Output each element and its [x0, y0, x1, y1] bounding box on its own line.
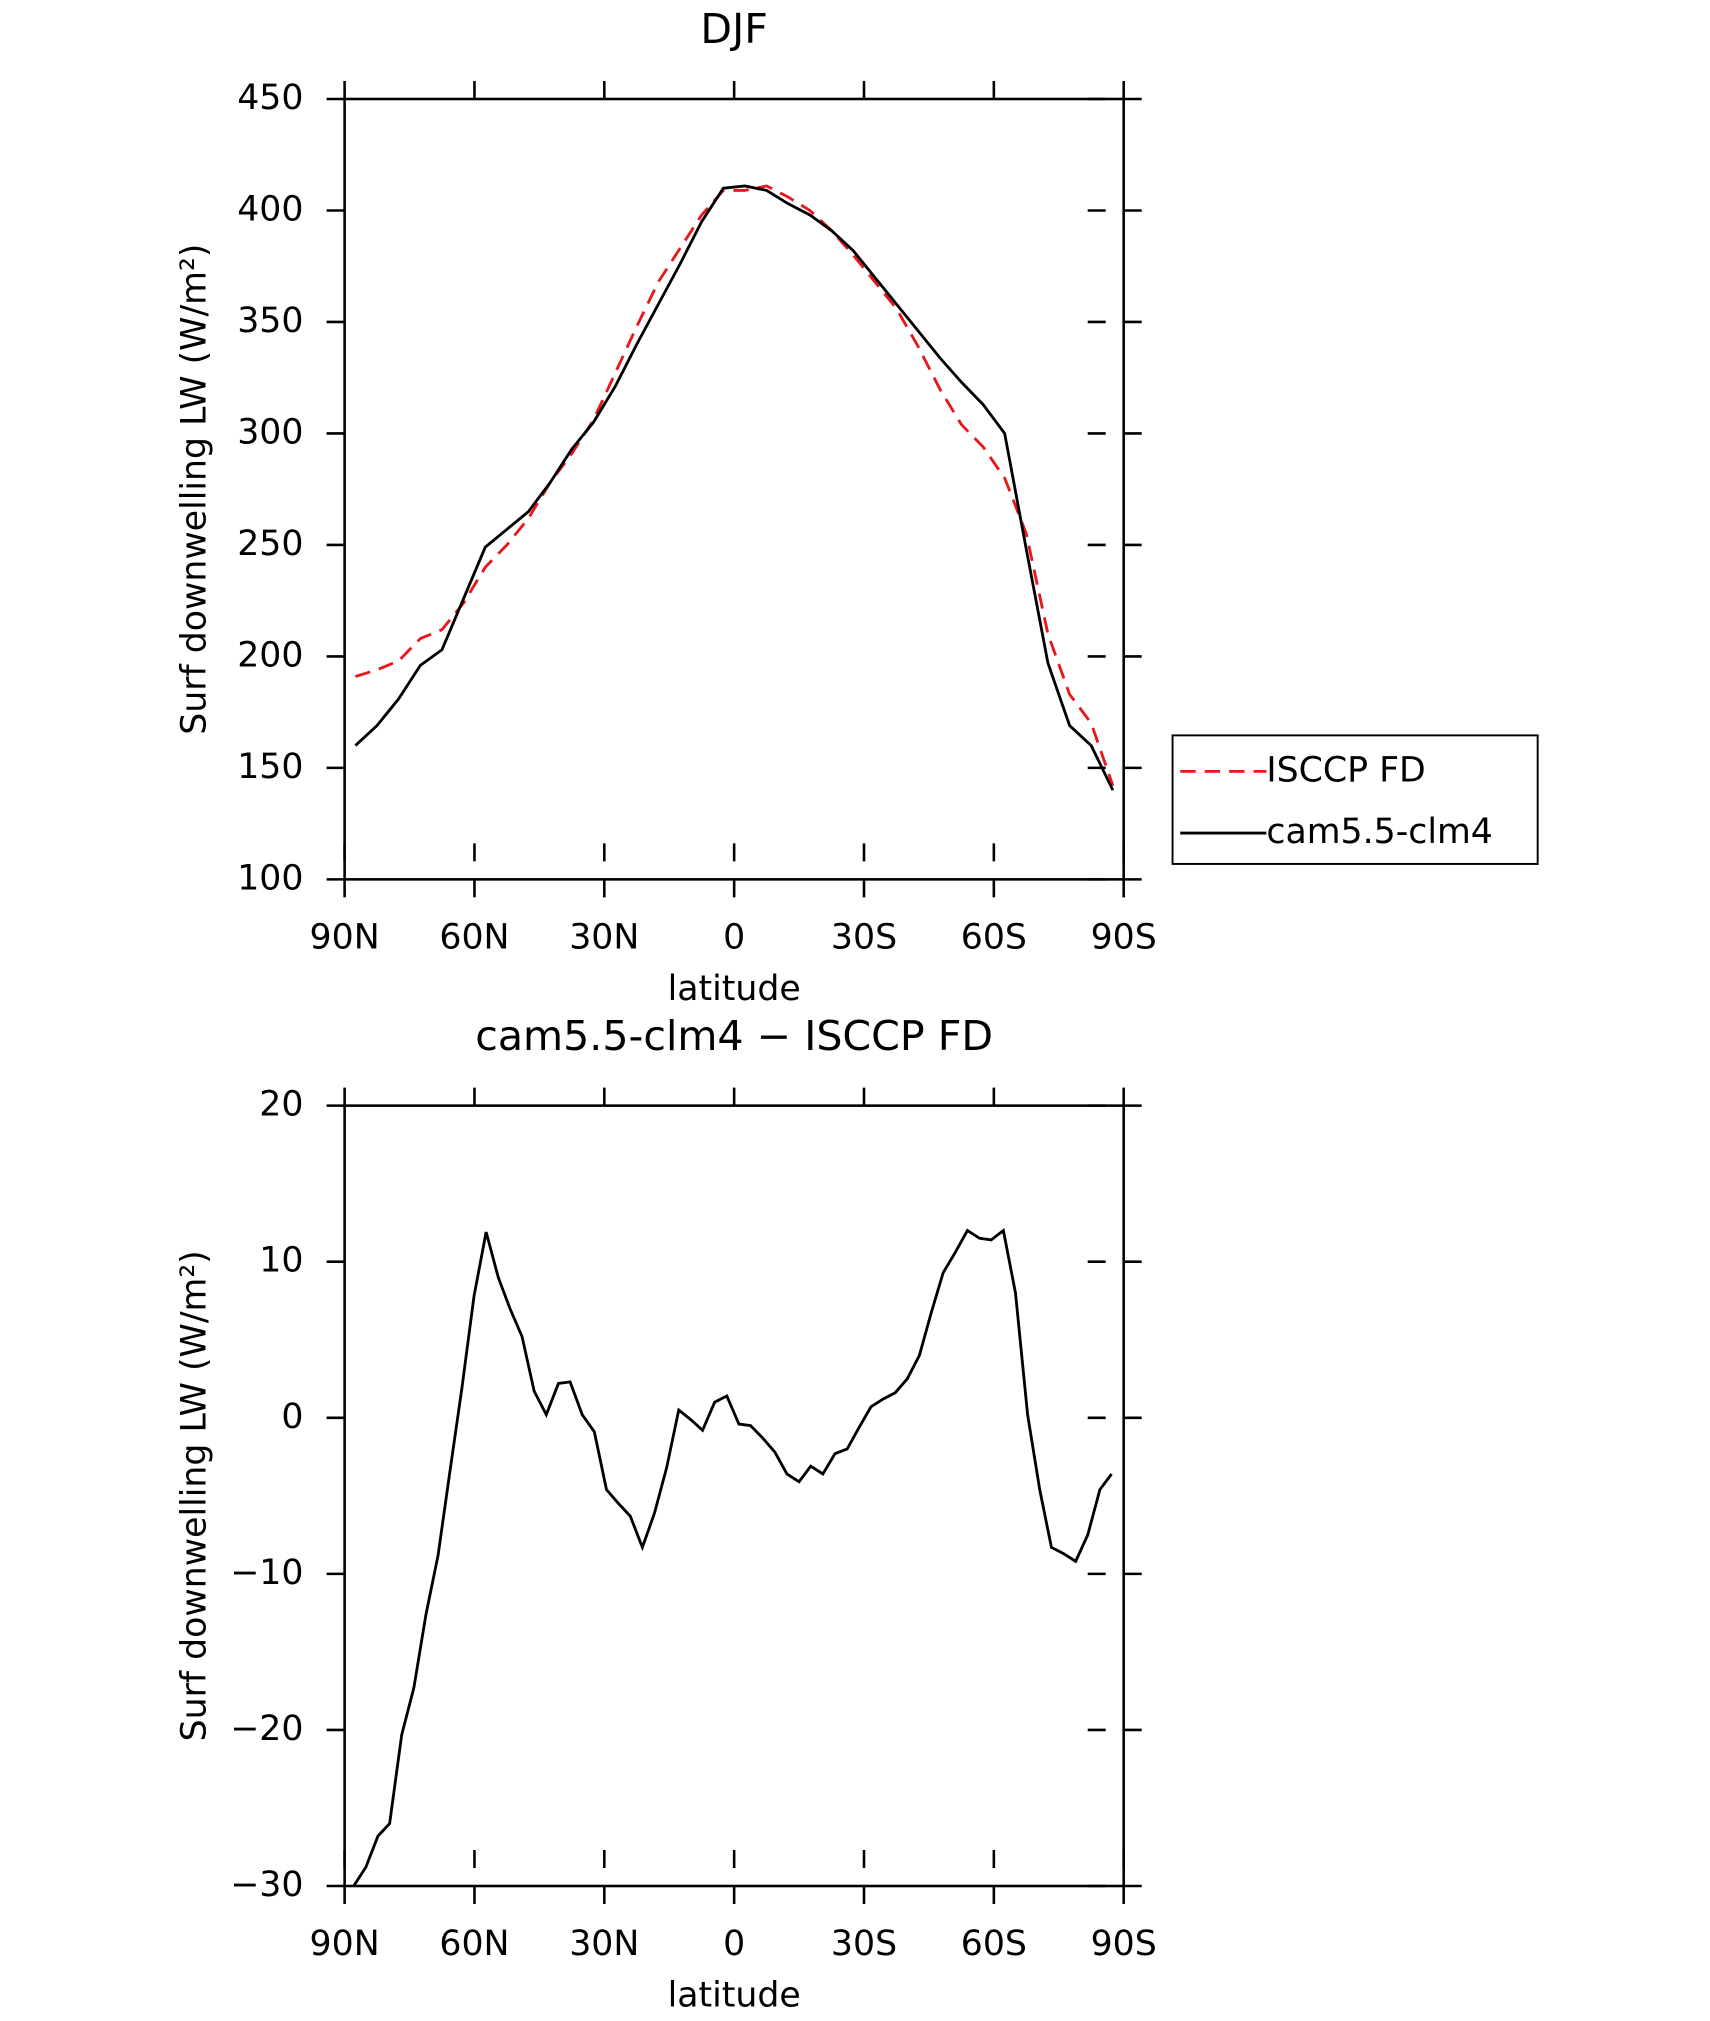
x-tick-label: 30S — [831, 918, 897, 958]
x-tick-label: 60S — [961, 1924, 1027, 1964]
data-line — [354, 184, 1115, 791]
plot-frame — [343, 1104, 1125, 1888]
x-axis-label: latitude — [668, 969, 801, 1009]
y-axis-label: Surf downwelling LW (W/m²) — [174, 1250, 214, 1741]
x-tick-label: 90N — [310, 1924, 380, 1964]
x-tick-label: 90N — [310, 918, 380, 958]
legend-label: ISCCP FD — [1266, 750, 1425, 790]
y-tick-label: 0 — [281, 1397, 303, 1437]
x-tick-label: 30N — [569, 918, 639, 958]
chart-title: DJF — [700, 5, 767, 53]
data-line — [352, 1227, 1113, 1887]
x-tick-label: 0 — [723, 918, 745, 958]
x-tick-label: 30N — [569, 1924, 639, 1964]
legend-box — [1171, 734, 1539, 865]
y-tick-label: 450 — [237, 78, 303, 118]
y-tick-label: 10 — [259, 1241, 303, 1281]
x-tick-label: 90S — [1091, 1924, 1157, 1964]
x-tick-label: 0 — [723, 1924, 745, 1964]
legend-label: cam5.5-clm4 — [1266, 812, 1492, 852]
y-tick-label: −30 — [230, 1865, 303, 1905]
y-axis-label: Surf downwelling LW (W/m²) — [174, 244, 214, 735]
x-tick-label: 60N — [439, 1924, 509, 1964]
x-axis-label: latitude — [668, 1976, 801, 2016]
y-tick-label: 200 — [237, 635, 303, 675]
y-tick-label: 250 — [237, 524, 303, 564]
y-tick-label: 100 — [237, 858, 303, 898]
y-tick-label: 20 — [259, 1085, 303, 1125]
data-line — [355, 184, 1115, 787]
x-tick-label: 60N — [439, 918, 509, 958]
y-tick-label: 400 — [237, 189, 303, 229]
y-tick-label: 150 — [237, 747, 303, 787]
y-tick-label: 350 — [237, 301, 303, 341]
plot-frame — [343, 97, 1125, 881]
x-tick-label: 90S — [1091, 918, 1157, 958]
y-tick-label: −20 — [230, 1709, 303, 1749]
x-tick-label: 60S — [961, 918, 1027, 958]
y-tick-label: −10 — [230, 1553, 303, 1593]
chart-title: cam5.5-clm4 − ISCCP FD — [475, 1012, 993, 1060]
y-tick-label: 300 — [237, 412, 303, 452]
x-tick-label: 30S — [831, 1924, 897, 1964]
